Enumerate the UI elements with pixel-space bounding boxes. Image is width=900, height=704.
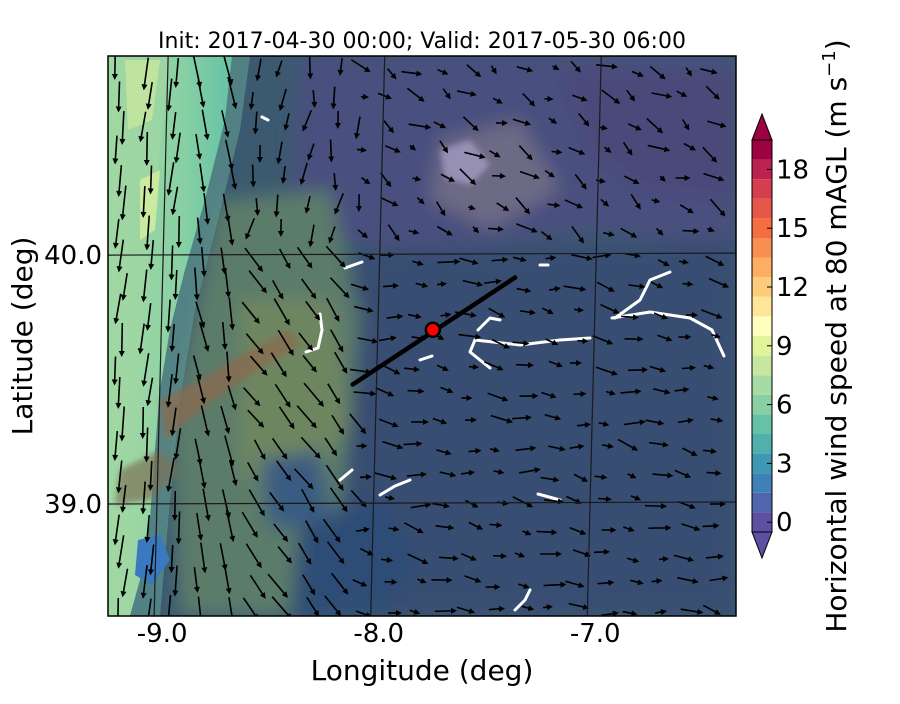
colorbar-segment (752, 356, 772, 376)
wind-arrow-shaft (645, 506, 663, 507)
colorbar-tick-label: 3 (776, 449, 793, 479)
colorbar-segment (752, 434, 772, 454)
colorbar-tick-label: 9 (776, 332, 793, 362)
wind-arrow-shaft (544, 585, 563, 586)
wind-arrow-shaft (115, 357, 116, 382)
colorbar-tick-label: 0 (776, 508, 793, 538)
colorbar-segment (752, 414, 772, 434)
colorbar-label-superscript: −1 (819, 50, 840, 77)
wind-arrow-head (229, 616, 236, 623)
y-axis-ticks: 40.0 39.0 (44, 241, 102, 520)
colorbar-segment (752, 375, 772, 395)
wind-arrow-shaft (331, 140, 332, 159)
wind-arrow-shaft (179, 512, 180, 541)
wind-arrow-shaft (621, 316, 635, 317)
colorbar-segment (752, 238, 772, 258)
x-tick-label: -8.0 (353, 619, 404, 649)
wind-arrow-shaft (537, 531, 554, 532)
colorbar-segment (752, 199, 772, 219)
wind-arrow-shaft (253, 165, 254, 184)
colorbar-tick-label: 15 (776, 214, 809, 244)
colorbar-label-main: Horizontal wind speed at 80 mAGL (m s (820, 77, 853, 633)
colorbar-tick-label: 12 (776, 273, 809, 303)
field-region-dark-southwest (260, 450, 330, 530)
wind-arrow-shaft (147, 132, 148, 162)
wind-arrow-shaft (310, 57, 311, 76)
wind-arrow-head (115, 624, 121, 630)
wind-arrow-shaft (439, 557, 455, 558)
wind-arrow-shaft (628, 370, 644, 371)
x-axis-label: Longitude (deg) (311, 654, 534, 687)
x-axis-ticks: -9.0 -8.0 -7.0 (137, 619, 621, 649)
colorbar-segment (752, 297, 772, 317)
colorbar-segment (752, 473, 772, 493)
wind-arrow-head (198, 619, 205, 626)
colorbar-segment (752, 140, 772, 160)
colorbar-segment (752, 493, 772, 513)
wind-arrow-shaft (151, 166, 152, 191)
colorbar: 0 3 6 9 12 15 18 Horizontal wind speed at 80 m… (752, 39, 853, 632)
y-tick-label: 40.0 (44, 241, 102, 271)
y-tick-label: 39.0 (44, 490, 102, 520)
wind-arrow-shaft (435, 611, 453, 612)
colorbar-label-suffix: ) (820, 39, 853, 50)
colorbar-ticks: 0 3 6 9 12 15 18 (767, 155, 809, 538)
wind-arrow-shaft (122, 323, 123, 353)
wind-arrow-shaft (147, 428, 148, 459)
wind-arrow-shaft (512, 418, 528, 419)
colorbar-segment (752, 316, 772, 336)
colorbar-tick-label: 18 (776, 155, 809, 185)
colorbar-segment (752, 258, 772, 278)
x-tick-label: -9.0 (137, 619, 188, 649)
wind-arrow-shaft (438, 262, 457, 263)
x-tick-label: -7.0 (570, 619, 621, 649)
transect-marker (426, 323, 440, 337)
colorbar-label: Horizontal wind speed at 80 mAGL (m s−1) (819, 39, 853, 632)
colorbar-tick-label: 6 (776, 391, 793, 421)
colorbar-extend-min (752, 532, 772, 558)
colorbar-extend-max (752, 114, 772, 140)
wind-arrow-shaft (119, 82, 120, 109)
wind-arrow-shaft (404, 444, 419, 445)
wind-arrow-shaft (172, 246, 173, 277)
y-axis-label: Latitude (deg) (6, 237, 39, 436)
colorbar-segment (752, 179, 772, 199)
colorbar-segments (752, 140, 772, 532)
chart-title: Init: 2017-04-30 00:00; Valid: 2017-05-3… (158, 29, 686, 54)
